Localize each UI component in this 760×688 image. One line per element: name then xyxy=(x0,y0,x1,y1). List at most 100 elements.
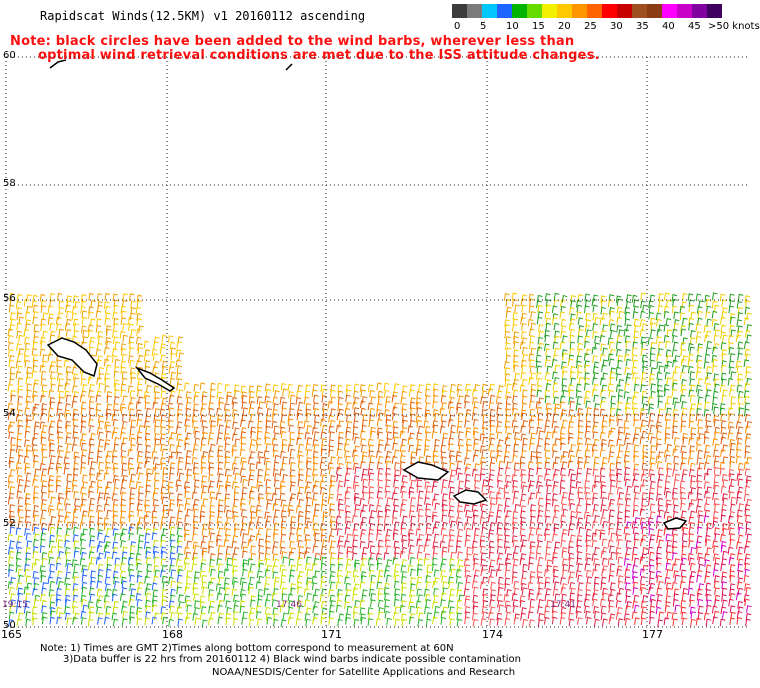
wind-barb xyxy=(487,575,494,584)
wind-barb xyxy=(464,606,471,614)
wind-barb xyxy=(608,509,615,517)
wind-barb xyxy=(209,480,215,489)
wind-barb xyxy=(257,451,263,459)
wind-barb xyxy=(329,431,335,439)
wind-barb xyxy=(105,337,111,345)
wind-barb xyxy=(593,383,599,392)
wind-barb xyxy=(287,606,294,615)
wind-barb xyxy=(137,485,144,494)
wind-barb xyxy=(529,365,536,374)
wind-barb xyxy=(343,443,350,451)
wind-barb xyxy=(327,462,334,470)
wind-barb xyxy=(40,522,47,531)
wind-barb xyxy=(103,503,110,512)
wind-barb xyxy=(360,438,366,446)
wind-barb xyxy=(657,304,664,313)
wind-barb xyxy=(7,480,14,489)
wind-barb xyxy=(633,330,639,339)
wind-barb xyxy=(136,598,143,607)
wind-barb xyxy=(288,424,295,433)
wind-barb xyxy=(8,569,14,577)
wind-barb xyxy=(696,359,703,368)
wind-barb xyxy=(152,546,159,554)
wind-barb xyxy=(648,527,654,536)
wind-barb xyxy=(697,419,703,427)
wind-barb xyxy=(488,443,494,452)
wind-barb xyxy=(226,516,232,525)
wind-barb xyxy=(496,545,503,554)
wind-barb xyxy=(552,516,558,524)
wind-barb xyxy=(712,569,719,577)
wind-barb xyxy=(721,310,728,319)
wind-barb xyxy=(344,450,350,458)
wind-barb xyxy=(280,526,287,535)
wind-barb xyxy=(312,383,319,392)
wind-barb xyxy=(64,588,71,596)
wind-barb xyxy=(152,498,159,507)
wind-barb xyxy=(631,521,638,529)
wind-barb xyxy=(607,557,614,566)
wind-barb xyxy=(321,600,327,609)
wind-barb xyxy=(89,473,95,482)
wind-barb xyxy=(504,600,511,609)
wind-barb xyxy=(728,598,734,607)
wind-barb xyxy=(553,523,559,531)
wind-barb xyxy=(153,341,159,349)
wind-barb xyxy=(441,558,447,566)
wind-barb xyxy=(288,574,295,583)
wind-barb xyxy=(728,557,735,565)
wind-barb xyxy=(10,389,16,398)
wind-barb xyxy=(528,328,535,337)
wind-barb xyxy=(367,618,374,626)
wind-barb xyxy=(48,425,54,434)
wind-barb xyxy=(545,322,551,331)
wind-barb xyxy=(682,355,688,363)
wind-barb xyxy=(209,553,216,561)
wind-barb xyxy=(256,570,263,579)
wind-barb xyxy=(536,426,542,435)
wind-barb xyxy=(200,540,207,549)
wind-barb xyxy=(496,431,503,440)
wind-barb xyxy=(697,389,703,397)
wind-barb xyxy=(704,570,711,579)
wind-barb xyxy=(193,593,199,601)
wind-barb xyxy=(367,384,374,393)
wind-barb xyxy=(26,419,32,427)
wind-barb xyxy=(474,479,480,488)
wind-barb xyxy=(714,443,720,452)
wind-barb xyxy=(345,402,352,410)
wind-barb xyxy=(505,298,512,307)
wind-barb xyxy=(313,431,320,439)
wind-barb xyxy=(113,600,119,609)
wind-barb xyxy=(167,437,174,445)
wind-barb xyxy=(306,448,312,457)
wind-barb xyxy=(696,486,703,495)
wind-barb xyxy=(265,419,272,428)
wind-barb xyxy=(169,502,175,511)
wind-barb xyxy=(375,552,382,561)
wind-barb xyxy=(216,407,222,416)
wind-barb xyxy=(575,610,582,619)
wind-barb xyxy=(671,540,678,549)
wind-barb xyxy=(746,533,752,542)
wind-barb xyxy=(32,412,38,421)
wind-barb xyxy=(184,424,191,433)
wind-barb xyxy=(231,576,238,585)
wind-barb xyxy=(361,419,368,427)
wind-barb xyxy=(559,395,566,404)
wind-barb xyxy=(608,451,615,459)
wind-barb xyxy=(136,418,142,427)
wind-barb xyxy=(88,451,94,459)
wind-barb xyxy=(432,526,438,535)
wind-barb xyxy=(392,510,398,518)
wind-barb xyxy=(144,504,151,512)
wind-barb xyxy=(506,383,512,391)
wind-barb xyxy=(688,317,694,326)
wind-barb xyxy=(656,318,662,327)
wind-barb xyxy=(729,324,735,333)
wind-barb xyxy=(672,334,678,343)
wind-barb xyxy=(201,574,207,583)
wind-barb xyxy=(66,442,72,451)
wind-barb xyxy=(393,498,399,507)
wind-barb xyxy=(666,551,672,559)
